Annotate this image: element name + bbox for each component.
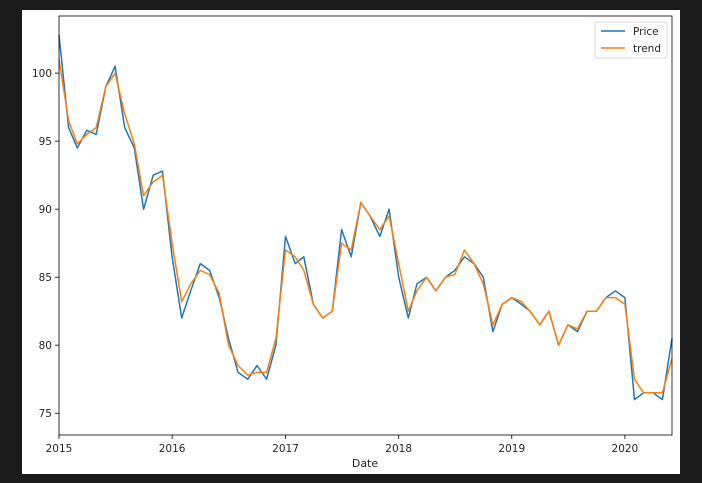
legend-label-trend: trend	[633, 43, 661, 55]
x-tick-label: 2017	[272, 443, 299, 455]
y-tick-label: 85	[39, 272, 52, 284]
y-tick-label: 95	[39, 136, 52, 148]
figure: 75 80 85 90 95 100 2015 2016 2017 2018 2019 2020 D…	[22, 10, 680, 474]
axes-frame	[58, 15, 673, 436]
x-tick-label: 2020	[612, 443, 639, 455]
y-tick-label: 100	[32, 68, 52, 80]
x-axis-label: Date	[352, 457, 379, 470]
x-tick-label: 2018	[385, 443, 412, 455]
y-tick-label: 90	[39, 204, 52, 216]
legend: Price trend	[594, 21, 668, 59]
x-tick-label: 2015	[46, 443, 73, 455]
x-tick-label: 2019	[498, 443, 525, 455]
legend-label-price: Price	[633, 26, 659, 38]
x-tick-label: 2016	[159, 443, 186, 455]
series-line-trend	[58, 59, 673, 394]
price-trend-chart: 75 80 85 90 95 100 2015 2016 2017 2018 2019 2020 D…	[32, 15, 673, 470]
y-tick-label: 75	[39, 408, 52, 420]
y-tick-label: 80	[39, 340, 52, 352]
plot-area	[59, 16, 672, 435]
